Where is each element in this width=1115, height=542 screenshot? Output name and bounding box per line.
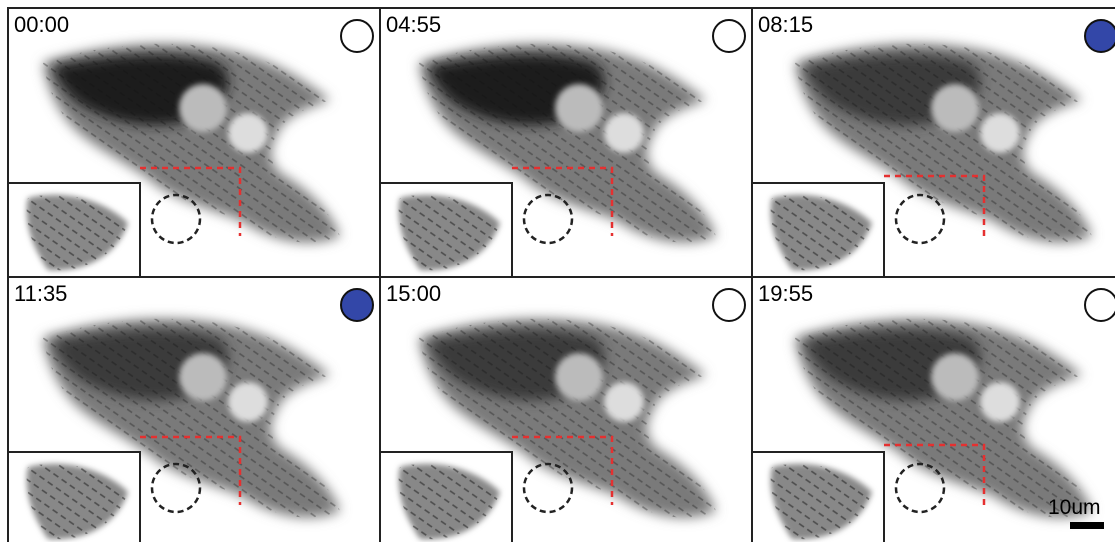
panel: 15:00: [380, 277, 752, 542]
figure: 00:00 04:55 08:15 11:35 15:00 19:55 10um: [0, 0, 1115, 542]
scale-bar-label: 10um: [1048, 496, 1101, 519]
panel-grid: 00:00 04:55 08:15 11:35 15:00 19:55: [8, 8, 1115, 542]
nucleus: [228, 382, 268, 422]
nucleus: [980, 113, 1020, 153]
nucleus: [980, 382, 1020, 422]
stim-marker: [1085, 289, 1115, 321]
scale-bar: [1070, 522, 1104, 529]
timestamp: 11:35: [14, 281, 67, 306]
nucleus: [555, 84, 603, 132]
nucleus: [931, 84, 979, 132]
nucleus: [604, 382, 644, 422]
timestamp: 00:00: [14, 12, 69, 37]
nucleus: [179, 84, 227, 132]
panel: 00:00: [8, 8, 380, 277]
timestamp: 04:55: [386, 12, 441, 37]
stim-marker: [341, 289, 373, 321]
panel-image: [380, 277, 752, 542]
timestamp: 15:00: [386, 281, 441, 306]
panel-image: [380, 8, 752, 277]
stim-marker: [713, 20, 745, 52]
nucleus: [604, 113, 644, 153]
timestamp: 08:15: [758, 12, 813, 37]
panel: 11:35: [8, 277, 380, 542]
panel: 04:55: [380, 8, 752, 277]
panel: 08:15: [752, 8, 1115, 277]
nucleus: [228, 113, 268, 153]
nucleus: [555, 353, 603, 401]
panel-image: [8, 277, 380, 542]
nucleus: [179, 353, 227, 401]
nucleus: [931, 353, 979, 401]
stim-marker: [713, 289, 745, 321]
stim-marker: [341, 20, 373, 52]
timestamp: 19:55: [758, 281, 813, 306]
panel-image: [752, 8, 1115, 277]
panel-image: [8, 8, 380, 277]
stim-marker: [1085, 20, 1115, 52]
